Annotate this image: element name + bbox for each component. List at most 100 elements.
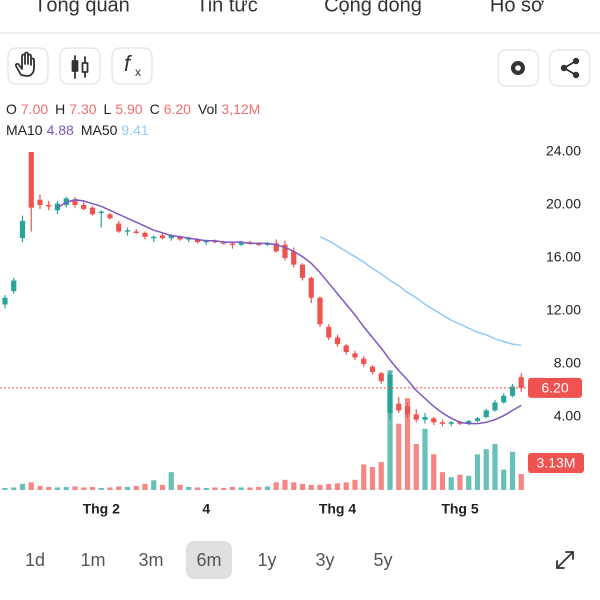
volume-bar [72, 486, 78, 490]
volume-bar [89, 486, 96, 490]
y-tick-label: 20.00 [546, 196, 581, 212]
candle-body [483, 410, 489, 417]
candle-body [431, 418, 437, 423]
candle-body [334, 337, 341, 345]
ohlc-key: Vol [198, 101, 217, 117]
volume-bar [326, 483, 332, 490]
volume-bar [19, 483, 26, 490]
share-button[interactable] [549, 49, 591, 87]
candle-body [422, 417, 428, 420]
range-option[interactable]: 1d [25, 550, 45, 570]
volume-bar [28, 482, 34, 490]
volume-bar [142, 483, 148, 490]
range-option[interactable]: 1m [80, 550, 105, 570]
volume-bar [492, 444, 498, 490]
volume-bar [334, 483, 341, 490]
volume-bar [299, 483, 306, 490]
volume-bar [273, 482, 279, 490]
function-icon-f: f [124, 51, 133, 76]
candle-body [273, 243, 279, 252]
candle-body [492, 402, 498, 411]
volume-bar [177, 484, 183, 490]
candle-body [151, 236, 157, 239]
candle-body [11, 280, 17, 292]
candle-body [28, 152, 34, 208]
tab[interactable]: Tổng quan [34, 0, 130, 16]
range-option[interactable]: 6m [196, 550, 221, 570]
range-option[interactable]: 3y [315, 550, 334, 570]
candle-body [37, 199, 43, 205]
volume-bar [54, 487, 61, 490]
volume-bar [124, 486, 131, 490]
x-tick-label: Thg 2 [83, 501, 121, 517]
x-tick-label: Thg 4 [319, 501, 357, 517]
candle-body [81, 205, 87, 209]
volume-bar [229, 486, 236, 490]
volume-bar [369, 467, 376, 490]
volume-bar [256, 486, 262, 490]
candle-body [361, 358, 367, 364]
range-option[interactable]: 3m [138, 550, 163, 570]
ohlc-key: O [6, 101, 17, 117]
candle-body [98, 211, 104, 214]
candle-button[interactable] [59, 47, 101, 85]
function-icon-x: x [135, 65, 141, 79]
candle-body [501, 395, 507, 403]
ohlc-value: 7.00 [21, 101, 48, 117]
volume-bar [483, 449, 489, 490]
candle-body [518, 377, 524, 388]
candle-body [124, 230, 131, 232]
ohlc-value: 6.20 [164, 101, 191, 117]
volume-bar [107, 487, 113, 490]
drawing-button[interactable] [7, 47, 49, 85]
volume-bar [11, 487, 17, 490]
volume-bar [282, 479, 288, 490]
candle-body [343, 345, 349, 353]
volume-bar [474, 454, 481, 490]
candle-body [308, 277, 314, 298]
volume-bar [81, 487, 87, 490]
candle-body [133, 231, 139, 233]
candle-body [159, 235, 166, 239]
range-option[interactable]: 1y [257, 550, 276, 570]
candle-body [404, 406, 411, 415]
candle-body [238, 242, 244, 245]
volume-bar [308, 484, 314, 490]
candle-body [352, 353, 358, 358]
candle-body [466, 420, 472, 424]
volume-bar [264, 486, 271, 490]
tab[interactable]: Tin tức [196, 0, 258, 16]
volume-bar [466, 475, 472, 490]
tab[interactable]: Hồ sơ [490, 0, 544, 16]
hand-icon [14, 51, 35, 77]
price-tag: 6.20 [541, 380, 568, 396]
volume-bar [431, 454, 437, 490]
volume-bar [509, 451, 516, 490]
expand-icon[interactable] [556, 551, 574, 569]
volume-bar [194, 487, 201, 490]
range-selected-bg [186, 541, 232, 579]
candle-body [89, 207, 96, 215]
function-button[interactable] [111, 47, 153, 85]
ohlc-key: L [104, 101, 112, 117]
range-option[interactable]: 5y [373, 550, 392, 570]
volume-bar [159, 484, 166, 490]
volume-bar [46, 486, 52, 490]
candle-body [299, 264, 306, 278]
candle-body [19, 220, 26, 239]
candle-body [229, 243, 236, 245]
volume-bar [168, 472, 174, 490]
volume-bar [457, 474, 463, 490]
volume-bar [387, 370, 393, 490]
tab[interactable]: Cộng đồng [324, 0, 422, 16]
ohlc-value: 3,12M [221, 101, 260, 117]
y-tick-label: 4.00 [554, 408, 581, 424]
volume-bar [212, 487, 218, 490]
candle-body [396, 403, 402, 411]
volume-bar [203, 487, 209, 490]
volume-bar [98, 487, 104, 490]
volume-bar [404, 398, 411, 490]
candle-body [177, 236, 183, 240]
volume-bar [116, 486, 122, 490]
